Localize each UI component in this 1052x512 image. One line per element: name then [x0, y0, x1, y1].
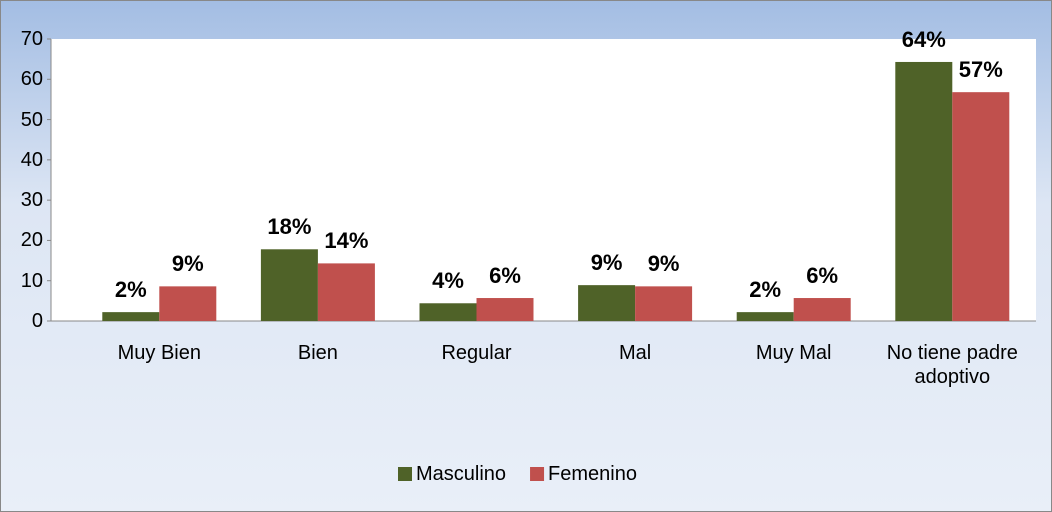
bar — [895, 61, 953, 321]
data-label: 2% — [114, 277, 147, 303]
bar — [159, 286, 217, 321]
data-label: 14% — [324, 228, 369, 254]
data-label: 9% — [171, 251, 204, 277]
legend-swatch — [530, 467, 545, 481]
y-tick-label: 20 — [20, 229, 43, 252]
plot-area — [51, 39, 1036, 321]
bar — [102, 312, 160, 321]
x-tick-label: Mal — [618, 342, 652, 364]
legend-label: Masculino — [416, 463, 507, 485]
y-tick-label: 60 — [20, 68, 43, 91]
x-tick-label: Regular — [441, 342, 512, 364]
y-tick-label: 50 — [20, 108, 43, 131]
data-label: 64% — [901, 26, 946, 52]
bar — [736, 312, 794, 321]
x-tick-label: Bien — [297, 342, 338, 364]
data-label: 4% — [432, 268, 464, 294]
data-label: 9% — [647, 251, 680, 277]
bar — [476, 298, 534, 321]
y-tick-label: 10 — [20, 269, 43, 292]
y-tick-label: 40 — [20, 148, 43, 171]
y-tick-label: 70 — [20, 28, 43, 50]
bar — [952, 92, 1010, 321]
legend-label: Femenino — [548, 463, 637, 485]
bar — [419, 303, 477, 321]
bar — [793, 298, 851, 321]
y-tick-label: 0 — [31, 310, 43, 332]
data-label: 18% — [267, 214, 312, 240]
bar — [260, 249, 318, 321]
bar — [635, 286, 693, 321]
data-label: 6% — [806, 263, 839, 289]
legend-swatch — [398, 467, 412, 481]
bar — [578, 285, 636, 321]
data-label: 6% — [489, 263, 521, 289]
x-tick-label: Muy Bien — [117, 342, 201, 364]
x-tick-label: Muy Mal — [755, 342, 832, 364]
bar — [317, 263, 375, 321]
x-tick-label: No tiene padre adoptivo — [886, 342, 1018, 388]
y-tick-label: 30 — [20, 189, 43, 212]
data-label: 57% — [958, 57, 1003, 83]
data-label: 2% — [749, 277, 782, 303]
data-label: 9% — [590, 250, 623, 276]
